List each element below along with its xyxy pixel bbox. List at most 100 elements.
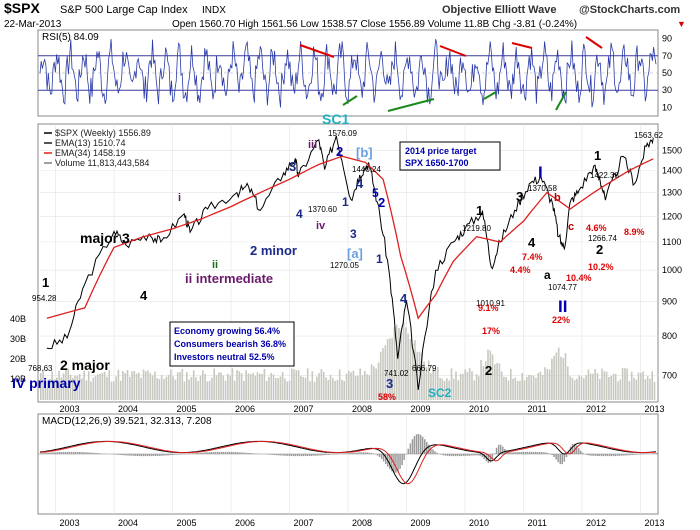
volume-bar — [343, 381, 345, 400]
price-line — [46, 135, 654, 390]
macd-hist-bar — [95, 453, 97, 454]
rsi-tick: 50 — [662, 68, 672, 78]
volume-bar — [163, 378, 165, 400]
price-tick: 1300 — [662, 188, 682, 198]
macd-hist-bar — [559, 454, 561, 465]
macd-hist-bar — [306, 454, 309, 456]
volume-bar — [464, 369, 466, 400]
macd-hist-bar — [325, 454, 327, 455]
macd-hist-bar — [524, 451, 527, 454]
macd-hist-bar — [249, 453, 251, 454]
price-tick: 1400 — [662, 166, 682, 176]
volume-bar — [457, 380, 460, 400]
macd-hist-bar — [514, 452, 516, 454]
stats-box: Economy growing 56.4% Consumers bearish … — [169, 321, 295, 367]
volume-bar — [204, 373, 206, 400]
macd-hist-bar — [385, 454, 387, 464]
macd-hist-bar — [87, 452, 89, 454]
volume-bar — [69, 374, 72, 400]
divergence-line — [387, 98, 435, 112]
macd-hist-bar — [532, 451, 535, 454]
volume-bar — [466, 372, 469, 400]
wave-label: [a] — [347, 246, 363, 261]
volume-bar — [208, 380, 211, 400]
volume-bar — [332, 378, 334, 400]
volume-bar — [138, 372, 140, 400]
volume-bar — [67, 368, 69, 400]
macd-hist-bar — [231, 452, 233, 454]
macd-hist-bar — [138, 454, 141, 456]
macd-hist-bar — [81, 452, 83, 454]
x-tick-label: 2007 — [294, 404, 314, 414]
volume-bar — [443, 380, 446, 400]
macd-hist-bar — [508, 451, 510, 454]
macd-hist-bar — [204, 452, 206, 454]
divergence-line — [342, 95, 358, 106]
volume-bar — [291, 368, 293, 400]
x-tick-label: 2004 — [118, 404, 138, 414]
volume-bar — [425, 367, 428, 400]
wave-label: c — [568, 221, 574, 233]
macd-hist-bar — [315, 454, 317, 456]
macd-hist-bar — [567, 451, 570, 454]
volume-bar — [65, 370, 67, 400]
macd-hist-bar — [536, 452, 539, 454]
stats-line-1: Economy growing 56.4% — [174, 326, 280, 336]
macd-hist-bar — [126, 454, 128, 456]
macd-hist-bar — [152, 454, 155, 457]
macd-hist-bar — [547, 452, 549, 454]
macd-hist-bar — [226, 451, 229, 454]
macd-hist-bar — [592, 454, 594, 456]
macd-hist-bar — [278, 454, 280, 456]
legend-entry: EMA(13) 1510.74 — [55, 138, 126, 148]
volume-bar — [165, 376, 168, 400]
wave-label: 741.02 — [384, 369, 409, 378]
macd-hist-bar — [366, 452, 368, 454]
volume-bar — [240, 373, 243, 400]
volume-bar — [437, 367, 439, 400]
macd-hist-bar — [300, 454, 303, 457]
volume-bar — [144, 371, 147, 400]
macd-hist-bar — [255, 453, 258, 454]
divergence-line — [555, 91, 567, 111]
volume-bar — [617, 381, 619, 400]
macd-hist-bar — [475, 454, 477, 456]
ema34-line — [46, 155, 654, 320]
volume-bar — [306, 368, 309, 400]
volume-bar — [199, 375, 202, 400]
macd-hist-bar — [327, 454, 329, 455]
volume-bar — [473, 380, 476, 400]
volume-bar — [279, 376, 282, 400]
macd-hist-bar — [101, 453, 104, 454]
macd-hist-bar — [274, 454, 276, 456]
volume-tick: 30B — [10, 334, 26, 344]
macd-hist-bar — [397, 454, 399, 472]
macd-hist-bar — [62, 451, 65, 454]
macd-hist-bar — [419, 434, 422, 454]
macd-hist-bar — [489, 454, 492, 463]
wave-label: 7.4% — [522, 252, 543, 262]
volume-bar — [277, 378, 279, 400]
macd-hist-bar — [586, 454, 588, 455]
volume-bar — [646, 376, 649, 400]
volume-bar — [608, 377, 610, 400]
volume-bar — [562, 358, 565, 400]
volume-bar — [519, 380, 521, 400]
x-tick-label: 2012 — [586, 404, 606, 414]
wave-label: ii — [212, 259, 218, 271]
x-tick-label: 2011 — [527, 518, 546, 528]
source: @StockCharts.com — [579, 4, 680, 16]
volume-bar — [247, 373, 250, 400]
x-tick-label: 2007 — [294, 518, 314, 528]
volume-bar — [51, 371, 53, 400]
symbol: $SPX — [4, 0, 40, 16]
macd-hist-bar — [407, 448, 409, 454]
volume-bar — [421, 352, 423, 400]
volume-bar — [259, 373, 261, 400]
macd-hist-bar — [345, 453, 348, 454]
macd-hist-bar — [124, 454, 126, 456]
volume-bar — [49, 378, 51, 400]
volume-bar — [336, 379, 339, 400]
volume-bar — [427, 360, 430, 400]
x-tick-label: 2003 — [60, 518, 80, 528]
